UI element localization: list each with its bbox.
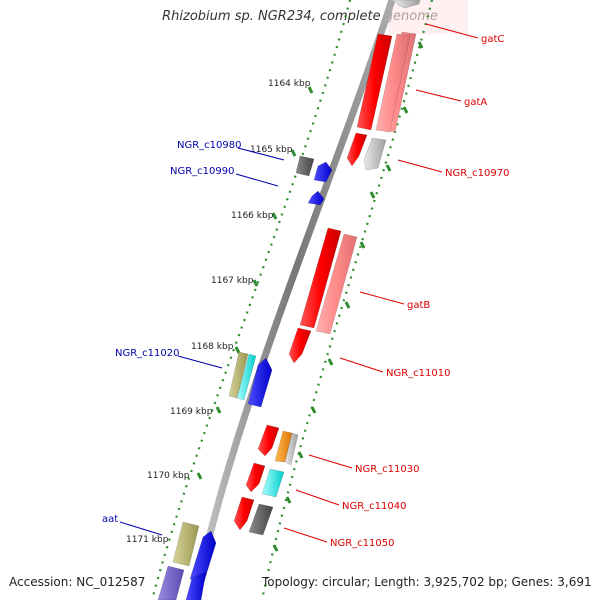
gene-arrow-gatC[interactable] (394, 0, 421, 9)
gene-arrow-NGR_c11030[interactable] (257, 424, 280, 457)
gene-arrow-NGR_c11020-2[interactable] (236, 353, 257, 401)
gene-label-ngr-c11040[interactable]: NGR_c11040 (342, 501, 407, 512)
gene-label-ngr-c10970[interactable]: NGR_c10970 (445, 168, 510, 179)
gene-label-ngr-c11010[interactable]: NGR_c11010 (386, 368, 451, 379)
gene-arrow-violet[interactable] (157, 565, 185, 600)
callout-line-ngr-c10980 (237, 147, 285, 161)
tick-label-1170-kbp: 1170 kbp (147, 471, 190, 481)
gene-label-ngr-c11030[interactable]: NGR_c11030 (355, 464, 420, 475)
tick-mark-1170-kbp (196, 472, 203, 480)
gene-label-ngr-c11050[interactable]: NGR_c11050 (330, 538, 395, 549)
minor-tick (417, 41, 424, 49)
gene-labels: gatC gatA NGR_c10970 gatB NGR_c11010 NGR_c110… (102, 23, 510, 549)
gene-arrow-NGR_c10970-2[interactable] (363, 137, 387, 171)
gene-arrow-NGR_c10980-2[interactable] (313, 161, 333, 183)
callout-line-ngr-c11030 (308, 454, 353, 469)
gene-arrow-NGR_c11010[interactable] (288, 327, 312, 364)
tick-label-1168-kbp: 1168 kbp (191, 342, 234, 352)
callout-line-ngr-c10990 (235, 173, 279, 187)
gene-arrow-NGR_c11040-2[interactable] (261, 468, 285, 498)
genome-summary-text: Topology: circular; Length: 3,925,702 bp… (262, 575, 592, 589)
minor-tick (297, 451, 304, 459)
accession-text: Accession: NC_012587 (9, 575, 146, 589)
gene-arrow-gatA[interactable] (356, 33, 393, 131)
gene-label-ngr-c10980[interactable]: NGR_c10980 (177, 140, 242, 151)
gene-label-gatc[interactable]: gatC (481, 34, 504, 45)
tick-marks: 1164 kbp 1165 kbp 1166 kbp 1167 kbp 1168 kbp… (126, 41, 424, 552)
gene-arrow-NGR_c11050[interactable] (233, 496, 255, 531)
minor-tick (369, 191, 376, 199)
minor-tick (285, 496, 292, 504)
minor-tick (385, 164, 392, 172)
gene-arrow-NGR_c11040[interactable] (245, 462, 266, 493)
callout-line-ngr-c11020 (177, 355, 223, 369)
callout-line-ngr-c11050 (283, 527, 328, 543)
gene-arrow-NGR_c11050-2[interactable] (248, 503, 274, 536)
gene-arrow-aat[interactable] (172, 521, 200, 567)
callout-line-ngr-c10970 (397, 159, 443, 173)
tick-mark-1164-kbp (307, 86, 314, 94)
gene-label-ngr-c11020[interactable]: NGR_c11020 (115, 348, 180, 359)
gene-arrow-NGR_c10980[interactable] (295, 155, 315, 177)
minor-tick (359, 241, 366, 249)
tick-mark-1168-kbp (234, 346, 241, 354)
gene-arrow-NGR_c11020-3[interactable] (247, 357, 273, 408)
minor-tick (344, 301, 351, 309)
gene-features (157, 0, 421, 600)
minor-tick (272, 544, 279, 552)
gene-arrow-gatB-2[interactable] (315, 233, 358, 335)
tick-mark-1169-kbp (215, 406, 222, 414)
callout-line-gata (415, 89, 462, 102)
gene-label-ngr-c10990[interactable]: NGR_c10990 (170, 166, 235, 177)
map-title: Rhizobium sp. NGR234, complete genome (162, 9, 438, 24)
tick-label-1167-kbp: 1167 kbp (211, 276, 254, 286)
tick-label-1164-kbp: 1164 kbp (268, 79, 311, 89)
gene-label-gatb[interactable]: gatB (407, 300, 430, 311)
tick-label-1171-kbp: 1171 kbp (126, 535, 169, 545)
tick-label-1166-kbp: 1166 kbp (231, 211, 274, 221)
tick-mark-1167-kbp (252, 279, 259, 287)
callout-line-aat (119, 521, 163, 536)
tick-mark-1165-kbp (290, 149, 297, 157)
callout-line-ngr-c11040 (295, 489, 340, 506)
gene-arrow-gatB[interactable] (299, 227, 342, 329)
genome-backbone (191, 0, 396, 600)
minor-tick (310, 406, 317, 414)
forward-dotted-ring (260, 0, 434, 600)
tick-mark-1166-kbp (271, 212, 278, 220)
tick-label-1165-kbp: 1165 kbp (250, 145, 293, 155)
gene-arrow-aat-2[interactable] (189, 530, 217, 583)
callout-line-gatc (425, 23, 479, 39)
gene-label-aat[interactable]: aat (102, 514, 118, 525)
gene-label-gata[interactable]: gatA (464, 97, 487, 108)
callout-line-ngr-c11010 (339, 357, 384, 373)
gene-arrow-blue-bottom[interactable] (185, 571, 207, 600)
tick-label-1169-kbp: 1169 kbp (170, 407, 213, 417)
minor-tick (327, 358, 334, 366)
gene-arrow-NGR_c11030-3[interactable] (284, 432, 299, 466)
gene-arrow-gatA-2[interactable] (375, 33, 411, 133)
gene-arrow-NGR_c10970[interactable] (346, 132, 368, 167)
minor-tick (402, 106, 409, 114)
gene-arrow-NGR_c10990[interactable] (307, 190, 325, 206)
callout-line-gatb (359, 291, 405, 305)
